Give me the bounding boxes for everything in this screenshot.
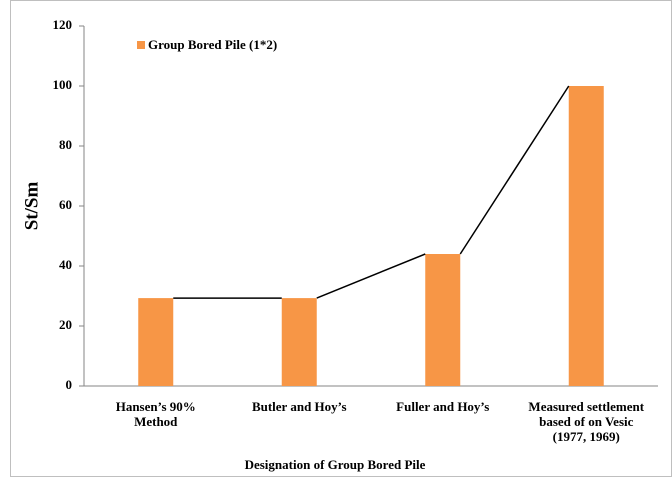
x-tick-label: Measured settlement — [528, 399, 644, 414]
connector-line — [316, 253, 426, 299]
bar — [425, 254, 461, 386]
y-tick-label: 100 — [53, 77, 73, 92]
y-axis-title: St/Sm — [21, 182, 42, 231]
x-tick-label: (1977, 1969) — [553, 429, 620, 444]
bar — [138, 298, 174, 386]
legend-label: Group Bored Pile (1*2) — [148, 37, 277, 52]
bar — [568, 86, 604, 386]
connector-line — [459, 85, 570, 255]
y-tick-label: 60 — [59, 197, 72, 212]
y-tick-label: 0 — [66, 377, 73, 392]
x-tick-label: Fuller and Hoy’s — [396, 399, 489, 414]
legend-swatch — [137, 41, 145, 49]
x-tick-label: Method — [134, 414, 178, 429]
x-tick-label: Hansen’s 90% — [116, 399, 196, 414]
y-tick-label: 120 — [53, 17, 73, 32]
bar — [281, 298, 317, 386]
x-tick-label: Butler and Hoy’s — [252, 399, 347, 414]
x-axis-title: Designation of Group Bored Pile — [245, 457, 426, 472]
y-tick-label: 80 — [59, 137, 72, 152]
y-tick-label: 20 — [59, 317, 72, 332]
y-tick-label: 40 — [59, 257, 72, 272]
x-tick-label: based of on Vesic — [539, 414, 633, 429]
